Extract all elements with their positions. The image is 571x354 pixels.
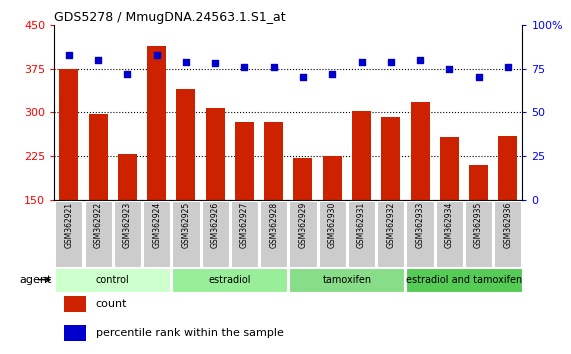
Bar xyxy=(498,136,517,200)
Bar xyxy=(206,108,225,200)
Bar xyxy=(59,69,78,200)
Text: GSM362922: GSM362922 xyxy=(94,202,103,248)
Text: control: control xyxy=(96,275,130,285)
Text: GSM362928: GSM362928 xyxy=(269,202,278,248)
Text: count: count xyxy=(95,299,127,309)
FancyBboxPatch shape xyxy=(260,201,287,267)
Point xyxy=(94,57,103,63)
FancyBboxPatch shape xyxy=(55,268,170,292)
Point xyxy=(416,57,425,63)
Point xyxy=(65,52,74,57)
Bar xyxy=(440,137,459,200)
Text: GSM362930: GSM362930 xyxy=(328,202,337,249)
FancyBboxPatch shape xyxy=(172,201,199,267)
Bar xyxy=(118,154,137,200)
FancyBboxPatch shape xyxy=(289,201,316,267)
Text: estradiol: estradiol xyxy=(208,275,251,285)
Bar xyxy=(235,122,254,200)
FancyBboxPatch shape xyxy=(172,268,287,292)
Point xyxy=(152,52,161,57)
Text: GSM362929: GSM362929 xyxy=(299,202,308,248)
Text: GSM362936: GSM362936 xyxy=(503,202,512,249)
FancyBboxPatch shape xyxy=(377,201,404,267)
Bar xyxy=(352,111,371,200)
FancyBboxPatch shape xyxy=(55,201,82,267)
Bar xyxy=(264,122,283,200)
Point xyxy=(123,71,132,77)
Text: GSM362933: GSM362933 xyxy=(416,202,425,249)
Bar xyxy=(176,89,195,200)
FancyBboxPatch shape xyxy=(348,201,375,267)
FancyBboxPatch shape xyxy=(202,201,229,267)
FancyBboxPatch shape xyxy=(407,201,433,267)
Bar xyxy=(381,117,400,200)
Text: tamoxifen: tamoxifen xyxy=(322,275,372,285)
Text: GSM362925: GSM362925 xyxy=(182,202,191,248)
Text: GSM362932: GSM362932 xyxy=(386,202,395,248)
FancyBboxPatch shape xyxy=(436,201,463,267)
Bar xyxy=(89,114,108,200)
Bar xyxy=(323,156,342,200)
Text: GSM362926: GSM362926 xyxy=(211,202,220,248)
Point xyxy=(445,66,454,72)
Bar xyxy=(293,158,312,200)
Point xyxy=(386,59,395,64)
Text: percentile rank within the sample: percentile rank within the sample xyxy=(95,328,283,338)
Text: GSM362935: GSM362935 xyxy=(474,202,483,249)
FancyBboxPatch shape xyxy=(407,268,521,292)
FancyBboxPatch shape xyxy=(114,201,141,267)
FancyBboxPatch shape xyxy=(289,268,404,292)
Point xyxy=(299,75,308,80)
FancyBboxPatch shape xyxy=(494,201,521,267)
Text: GSM362931: GSM362931 xyxy=(357,202,366,248)
Bar xyxy=(469,165,488,200)
FancyBboxPatch shape xyxy=(231,201,258,267)
Bar xyxy=(63,296,86,312)
FancyBboxPatch shape xyxy=(143,201,170,267)
FancyBboxPatch shape xyxy=(319,201,346,267)
Point xyxy=(182,59,191,64)
Point xyxy=(211,61,220,66)
Point xyxy=(357,59,366,64)
Point xyxy=(269,64,278,70)
Text: agent: agent xyxy=(19,275,51,285)
Bar xyxy=(147,46,166,200)
Text: GSM362934: GSM362934 xyxy=(445,202,454,249)
FancyBboxPatch shape xyxy=(465,201,492,267)
Point xyxy=(474,75,483,80)
Text: GSM362923: GSM362923 xyxy=(123,202,132,248)
Text: GSM362921: GSM362921 xyxy=(65,202,74,248)
Text: GSM362924: GSM362924 xyxy=(152,202,161,248)
Text: GSM362927: GSM362927 xyxy=(240,202,249,248)
Bar xyxy=(63,325,86,341)
Bar xyxy=(411,102,429,200)
FancyBboxPatch shape xyxy=(85,201,112,267)
Point xyxy=(503,64,512,70)
Point xyxy=(240,64,249,70)
Text: GDS5278 / MmugDNA.24563.1.S1_at: GDS5278 / MmugDNA.24563.1.S1_at xyxy=(54,11,286,24)
Point xyxy=(328,71,337,77)
Text: estradiol and tamoxifen: estradiol and tamoxifen xyxy=(406,275,522,285)
